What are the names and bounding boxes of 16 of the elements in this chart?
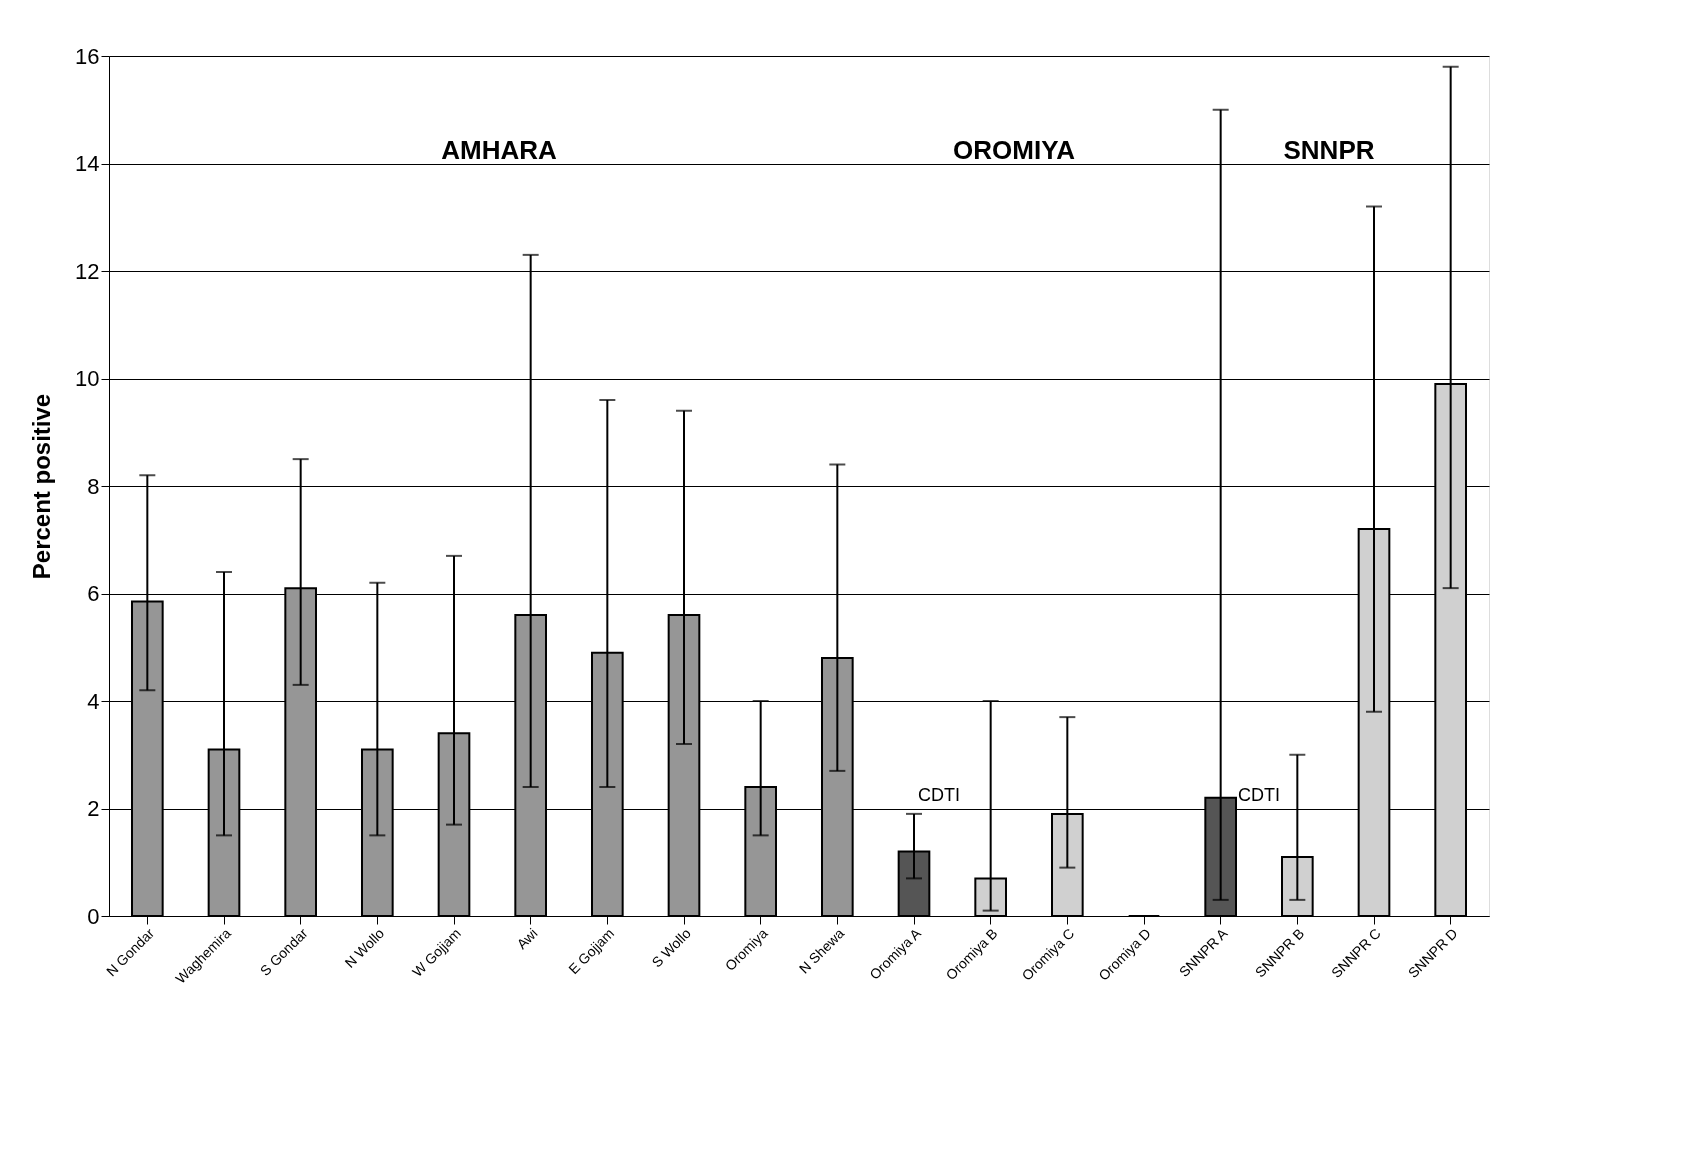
y-tick-label: 16	[75, 43, 100, 69]
annotation: AMHARA	[441, 135, 557, 165]
y-tick-label: 12	[75, 258, 100, 284]
y-tick-label: 0	[87, 903, 100, 929]
y-axis-title: Percent positive	[28, 393, 56, 580]
y-tick-label: 10	[75, 366, 100, 391]
annotation: SNNPR	[1283, 135, 1375, 165]
y-tick-label: 4	[87, 688, 100, 714]
y-tick-label: 14	[75, 151, 100, 176]
annotation: CDTI	[1238, 785, 1280, 805]
annotation: OROMIYA	[953, 135, 1076, 165]
y-tick-label: 6	[87, 581, 100, 606]
annotation: CDTI	[918, 785, 960, 805]
x-tick-label: Awi	[513, 925, 541, 953]
y-tick-label: 8	[87, 473, 100, 499]
y-tick-label: 2	[87, 796, 100, 821]
